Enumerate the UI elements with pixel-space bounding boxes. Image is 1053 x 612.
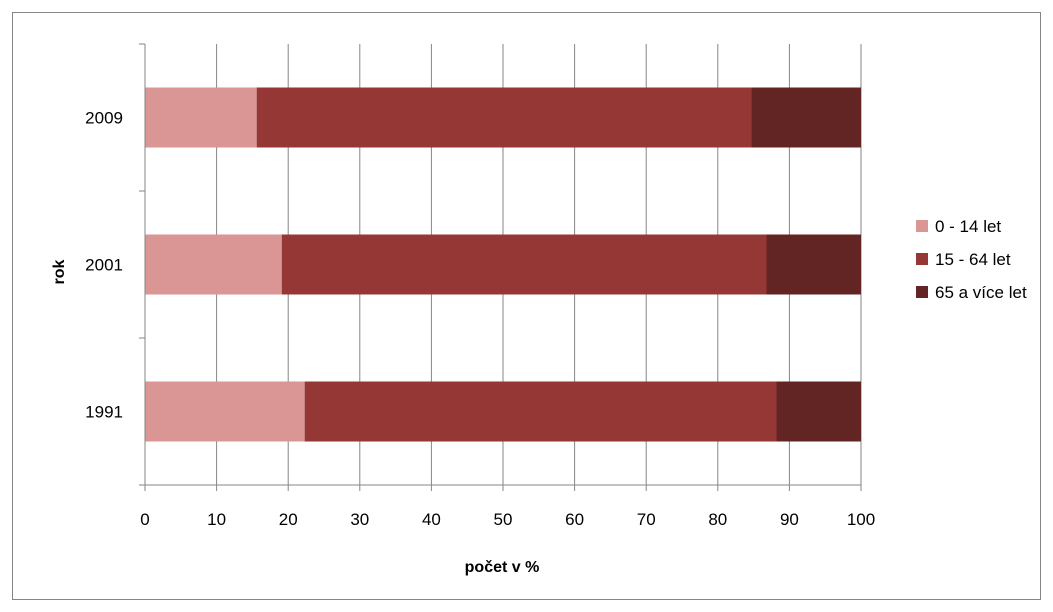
bar-2001-series-3 [766, 234, 861, 295]
x-tick-label: 90 [780, 510, 799, 529]
bar-2001-series-1 [145, 234, 282, 295]
legend-swatch [916, 220, 928, 232]
legend-label: 65 a více let [935, 283, 1027, 302]
x-tick-label: 80 [708, 510, 727, 529]
bar-1991-series-3 [776, 381, 861, 442]
x-tick-label: 30 [350, 510, 369, 529]
axes [139, 43, 862, 491]
x-tick-labels: 0 10 20 30 40 50 60 70 80 90 100 [140, 510, 875, 529]
y-tick-labels: 1991 2001 2009 [85, 109, 123, 422]
x-tick-label: 40 [422, 510, 441, 529]
bar-2009-series-1 [145, 87, 257, 148]
y-tick-label: 1991 [85, 403, 123, 422]
x-tick-label: 100 [847, 510, 875, 529]
legend-swatch [916, 286, 928, 298]
bars [145, 87, 861, 442]
bar-2001-series-2 [281, 234, 767, 295]
x-tick-label: 70 [637, 510, 656, 529]
x-tick-label: 50 [494, 510, 513, 529]
x-tick-label: 0 [140, 510, 149, 529]
y-axis-title: rok [51, 259, 68, 284]
x-tick-label: 20 [279, 510, 298, 529]
legend-label: 15 - 64 let [935, 250, 1011, 269]
x-tick-label: 10 [207, 510, 226, 529]
y-tick-label: 2009 [85, 109, 123, 128]
bar-2009-series-3 [751, 87, 861, 148]
bar-1991-series-1 [145, 381, 305, 442]
y-tick-label: 2001 [85, 256, 123, 275]
legend: 0 - 14 let 15 - 64 let 65 a více let [916, 217, 1027, 302]
bar-1991-series-2 [304, 381, 777, 442]
x-axis-title: počet v % [465, 559, 540, 576]
x-tick-label: 60 [565, 510, 584, 529]
legend-swatch [916, 253, 928, 265]
bar-2009-series-2 [256, 87, 752, 148]
legend-label: 0 - 14 let [935, 217, 1001, 236]
